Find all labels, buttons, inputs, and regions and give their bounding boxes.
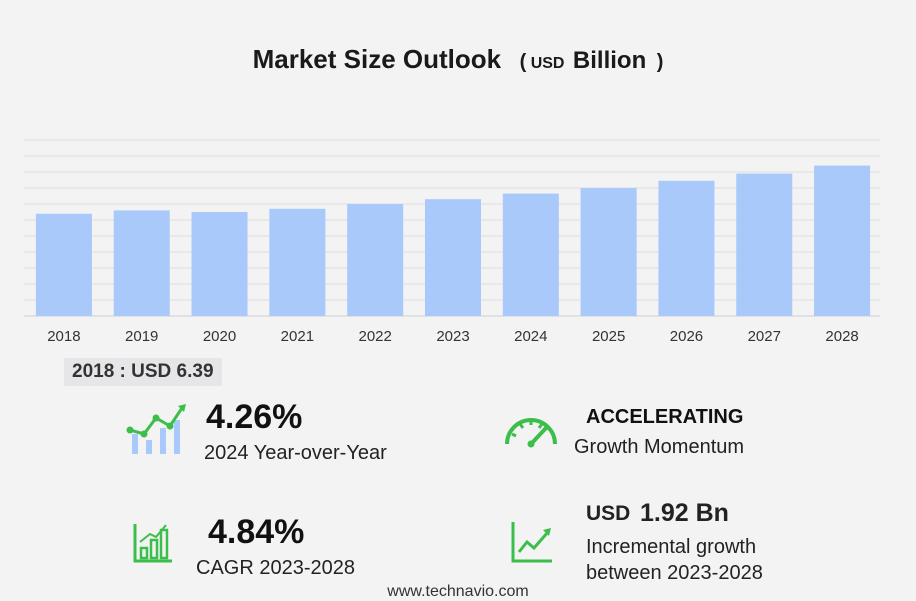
bar-2022: [347, 204, 404, 316]
x-tick-2028: 2028: [825, 328, 858, 345]
bar-2027: [736, 173, 793, 316]
cagr-label: CAGR 2023-2028: [196, 557, 355, 579]
bar-2020: [191, 212, 248, 316]
x-tick-2026: 2026: [670, 328, 703, 345]
chart-x-tick-labels: 2018 2019 2020 2021 2022 2023 2024 2025 2026 2027…: [47, 328, 859, 345]
x-tick-2022: 2022: [358, 328, 391, 345]
yoy-growth-value: 4.26%: [206, 398, 303, 436]
incremental-value: 1.92 Bn: [640, 499, 729, 527]
bar-2028: [814, 165, 871, 316]
x-tick-2025: 2025: [592, 328, 625, 345]
yoy-growth-label: 2024 Year-over-Year: [204, 442, 387, 464]
source-footer: www.technavio.com: [387, 583, 529, 600]
title-unit-large: Billion: [572, 47, 647, 74]
x-tick-2024: 2024: [514, 328, 547, 345]
momentum-label: Growth Momentum: [574, 436, 745, 458]
x-tick-2018: 2018: [47, 328, 80, 345]
x-tick-2021: 2021: [281, 328, 314, 345]
title-unit-small: USD: [530, 55, 565, 72]
bar-2026: [658, 180, 715, 316]
bar-2018: [35, 213, 92, 316]
incremental-label-line2: between 2023-2028: [586, 562, 763, 584]
momentum-value: ACCELERATING: [586, 406, 744, 428]
bar-2024: [502, 193, 559, 316]
bar-chart: 2018 2019 2020 2021 2022 2023 2024 2025 2026 2027…: [24, 139, 880, 345]
x-tick-2027: 2027: [748, 328, 781, 345]
x-tick-2020: 2020: [203, 328, 236, 345]
x-tick-2023: 2023: [436, 328, 469, 345]
x-tick-2019: 2019: [125, 328, 158, 345]
growth-chart-icon: [126, 404, 186, 454]
line-trend-icon: [511, 522, 552, 563]
bar-chart-icon: [133, 524, 172, 563]
incremental-label-line1: Incremental growth: [586, 536, 757, 558]
chart-title: Market Size Outlook ( USD Billion ): [0, 44, 916, 75]
bar-2025: [580, 188, 637, 316]
chart-title-main: Market Size Outlook: [252, 44, 502, 74]
chart-bars: [35, 165, 871, 316]
bar-2023: [424, 199, 482, 316]
speedometer-icon: [505, 418, 557, 448]
base-year-value: 2018 : USD 6.39: [64, 358, 222, 386]
cagr-value: 4.84%: [208, 513, 305, 551]
bar-2019: [113, 210, 170, 316]
title-paren-open: (: [519, 51, 527, 73]
bar-2021: [269, 208, 326, 316]
incremental-currency: USD: [586, 502, 631, 525]
title-paren-close: ): [656, 51, 664, 73]
